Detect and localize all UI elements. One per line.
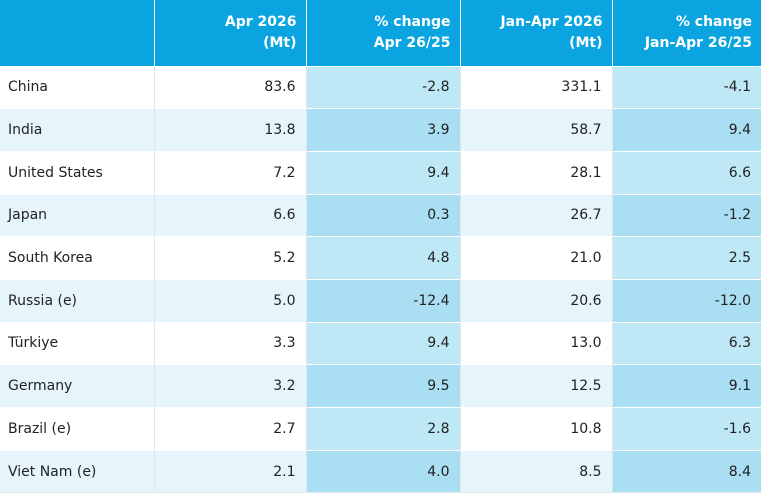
apr-value-cell: 3.3 [154,321,307,365]
apr-change-cell: 3.9 [306,108,461,152]
ytd-change-cell: 8.4 [612,449,761,493]
header-ytd-change-line2: Jan-Apr 26/25 [644,34,752,51]
apr-value-cell: 7.2 [154,150,307,195]
header-country [0,0,155,66]
apr-change-cell: 4.0 [306,449,461,493]
table-row: India 13.8 3.9 58.7 9.4 [0,108,761,152]
header-ytd-line1: Jan-Apr 2026 [500,13,603,30]
ytd-change-cell: 9.4 [612,108,761,152]
header-ytd-line2: (Mt) [569,34,603,51]
apr-value-cell: 2.1 [154,449,307,493]
header-ytd: Jan-Apr 2026 (Mt) [460,0,613,66]
table-row: Germany 3.2 9.5 12.5 9.1 [0,364,761,408]
apr-change-cell: -12.4 [306,278,461,323]
table-row: Russia (e) 5.0 -12.4 20.6 -12.0 [0,278,761,323]
country-cell: Russia (e) [0,278,155,323]
ytd-value-cell: 8.5 [460,449,613,493]
header-apr-line2: (Mt) [263,34,297,51]
ytd-change-cell: 2.5 [612,236,761,280]
apr-change-cell: 4.8 [306,236,461,280]
apr-change-cell: 9.4 [306,150,461,195]
table-row: South Korea 5.2 4.8 21.0 2.5 [0,236,761,280]
table-row: Türkiye 3.3 9.4 13.0 6.3 [0,321,761,365]
header-apr: Apr 2026 (Mt) [154,0,307,66]
apr-value-cell: 5.2 [154,236,307,280]
apr-change-cell: 9.5 [306,364,461,408]
apr-value-cell: 5.0 [154,278,307,323]
table-row: China 83.6 -2.8 331.1 -4.1 [0,65,761,109]
table-row: Viet Nam (e) 2.1 4.0 8.5 8.4 [0,449,761,493]
ytd-value-cell: 13.0 [460,321,613,365]
ytd-value-cell: 28.1 [460,150,613,195]
apr-value-cell: 2.7 [154,407,307,451]
ytd-value-cell: 20.6 [460,278,613,323]
header-ytd-change: % change Jan-Apr 26/25 [612,0,761,66]
header-row: Apr 2026 (Mt) % change Apr 26/25 Jan-Apr… [0,0,761,66]
ytd-value-cell: 10.8 [460,407,613,451]
apr-change-cell: 9.4 [306,321,461,365]
table-row: United States 7.2 9.4 28.1 6.6 [0,150,761,195]
ytd-value-cell: 21.0 [460,236,613,280]
apr-value-cell: 83.6 [154,65,307,109]
apr-value-cell: 13.8 [154,108,307,152]
ytd-value-cell: 331.1 [460,65,613,109]
country-cell: India [0,108,155,152]
apr-change-cell: 0.3 [306,193,461,237]
ytd-value-cell: 26.7 [460,193,613,237]
ytd-change-cell: 6.6 [612,150,761,195]
ytd-change-cell: -4.1 [612,65,761,109]
apr-value-cell: 3.2 [154,364,307,408]
apr-value-cell: 6.6 [154,193,307,237]
country-cell: Germany [0,364,155,408]
apr-change-cell: -2.8 [306,65,461,109]
header-apr-change-line2: Apr 26/25 [373,34,451,51]
country-cell: China [0,65,155,109]
header-ytd-change-line1: % change [675,13,752,30]
ytd-change-cell: -12.0 [612,278,761,323]
country-cell: Viet Nam (e) [0,449,155,493]
ytd-change-cell: -1.6 [612,407,761,451]
country-cell: Brazil (e) [0,407,155,451]
table-row: Japan 6.6 0.3 26.7 -1.2 [0,193,761,237]
country-cell: United States [0,150,155,195]
apr-change-cell: 2.8 [306,407,461,451]
country-cell: South Korea [0,236,155,280]
header-apr-line1: Apr 2026 [224,13,297,30]
header-apr-change-line1: % change [374,13,451,30]
ytd-change-cell: -1.2 [612,193,761,237]
ytd-change-cell: 6.3 [612,321,761,365]
table-row: Brazil (e) 2.7 2.8 10.8 -1.6 [0,407,761,451]
ytd-value-cell: 12.5 [460,364,613,408]
country-cell: Japan [0,193,155,237]
ytd-value-cell: 58.7 [460,108,613,152]
country-cell: Türkiye [0,321,155,365]
header-apr-change: % change Apr 26/25 [306,0,461,66]
ytd-change-cell: 9.1 [612,364,761,408]
